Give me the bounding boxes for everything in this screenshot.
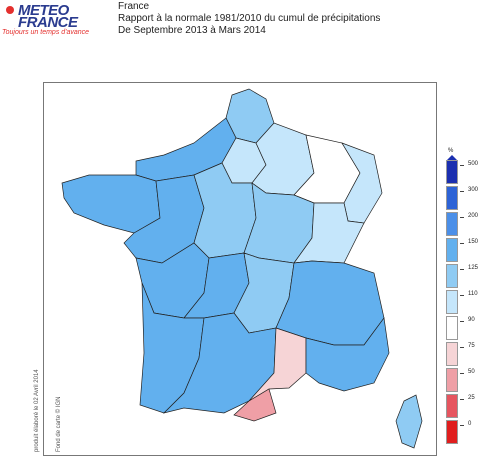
legend-tick bbox=[460, 269, 464, 270]
france-map bbox=[61, 88, 423, 449]
map-title: Rapport à la normale 1981/2010 du cumul … bbox=[118, 13, 381, 24]
map-period: De Septembre 2013 à Mars 2014 bbox=[118, 25, 266, 36]
legend-tick bbox=[460, 217, 464, 218]
legend-swatch-90 bbox=[446, 316, 458, 340]
legend-label-75: 75 bbox=[468, 343, 475, 349]
region-rhone-alpes bbox=[275, 260, 385, 346]
legend-label-90: 90 bbox=[468, 317, 475, 323]
logo-tagline: Toujours un temps d'avance bbox=[2, 29, 90, 36]
legend-label-200: 200 bbox=[468, 213, 479, 219]
map-header: France Rapport à la normale 1981/2010 du… bbox=[118, 1, 380, 37]
legend-swatch-110 bbox=[446, 290, 458, 314]
legend-tick bbox=[460, 295, 464, 296]
logo-sun-icon bbox=[6, 6, 14, 14]
legend-label-0: 0 bbox=[468, 421, 472, 427]
legend-tick bbox=[460, 425, 464, 426]
region-corsica bbox=[395, 394, 423, 449]
legend-label-125: 125 bbox=[468, 265, 479, 271]
legend: % 500 300 200 150 125 110 90 75 50 25 0 bbox=[440, 148, 486, 460]
legend-tick bbox=[460, 347, 464, 348]
legend-label-50: 50 bbox=[468, 369, 475, 375]
map-region: France bbox=[118, 1, 150, 12]
legend-label-150: 150 bbox=[468, 239, 479, 245]
legend-label-300: 300 bbox=[468, 187, 479, 193]
legend-label-25: 25 bbox=[468, 395, 475, 401]
legend-arrow-icon bbox=[446, 155, 458, 161]
legend-tick bbox=[460, 399, 464, 400]
meteo-france-logo: METEO FRANCE Toujours un temps d'avance bbox=[2, 2, 112, 36]
logo-line2: FRANCE bbox=[18, 14, 78, 31]
credit-produced: produit élaboré le 02 Avril 2014 bbox=[34, 369, 40, 452]
map-panel bbox=[43, 82, 437, 456]
legend-swatch-500 bbox=[446, 160, 458, 184]
legend-tick bbox=[460, 373, 464, 374]
legend-swatch-150 bbox=[446, 238, 458, 262]
region-brittany bbox=[61, 174, 161, 234]
legend-swatch-300 bbox=[446, 186, 458, 210]
legend-tick bbox=[460, 321, 464, 322]
legend-swatch-200 bbox=[446, 212, 458, 236]
legend-label-500: 500 bbox=[468, 161, 479, 167]
credit-basemap: Fond de carte © IGN bbox=[56, 396, 62, 452]
legend-swatch-50 bbox=[446, 368, 458, 392]
legend-swatch-25 bbox=[446, 394, 458, 418]
legend-swatch-75 bbox=[446, 342, 458, 366]
legend-tick bbox=[460, 165, 464, 166]
region-roussillon bbox=[233, 388, 277, 422]
region-midi-pyrenees bbox=[162, 312, 277, 414]
legend-tick bbox=[460, 243, 464, 244]
legend-tick bbox=[460, 191, 464, 192]
legend-swatch-0 bbox=[446, 420, 458, 444]
legend-swatch-125 bbox=[446, 264, 458, 288]
logo-line1: METEO bbox=[18, 2, 69, 19]
legend-label-110: 110 bbox=[468, 291, 478, 297]
legend-unit: % bbox=[448, 148, 454, 154]
region-provence bbox=[305, 317, 390, 392]
